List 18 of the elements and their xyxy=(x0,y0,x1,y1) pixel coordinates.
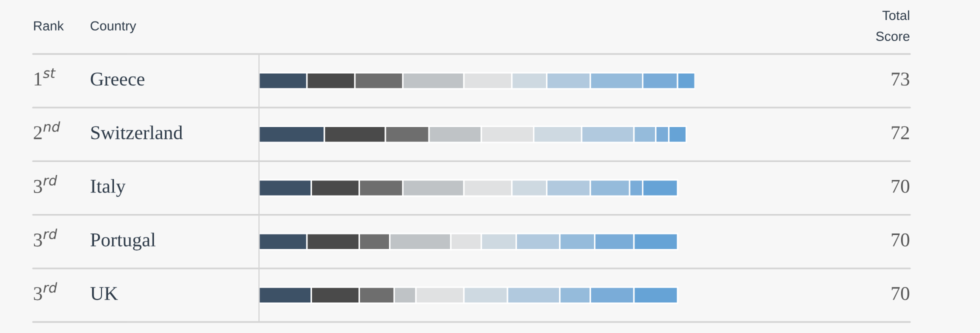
text: 72 xyxy=(892,126,909,140)
text: 70 xyxy=(892,180,910,193)
text: 73 xyxy=(892,72,910,86)
text: 2$^{nd}$ xyxy=(34,121,60,140)
text: 1$^{st}$ xyxy=(34,68,56,86)
y-tick-label: UK xyxy=(90,287,118,300)
text: Country xyxy=(90,21,136,34)
text: Total Score xyxy=(876,10,910,41)
text: 70 xyxy=(892,286,910,300)
text: 3$^{rd}$ xyxy=(34,228,58,247)
y-tick-label: Greece xyxy=(90,72,144,86)
y-tick-label: Switzerland xyxy=(91,126,183,140)
y-tick-label: Portugal xyxy=(90,232,156,250)
text: 3$^{rd}$ xyxy=(34,282,58,300)
text: Rank xyxy=(34,20,64,31)
y-tick-label: Italy xyxy=(90,179,126,197)
text: 70 xyxy=(892,233,910,246)
text: 3$^{rd}$ xyxy=(34,175,58,193)
